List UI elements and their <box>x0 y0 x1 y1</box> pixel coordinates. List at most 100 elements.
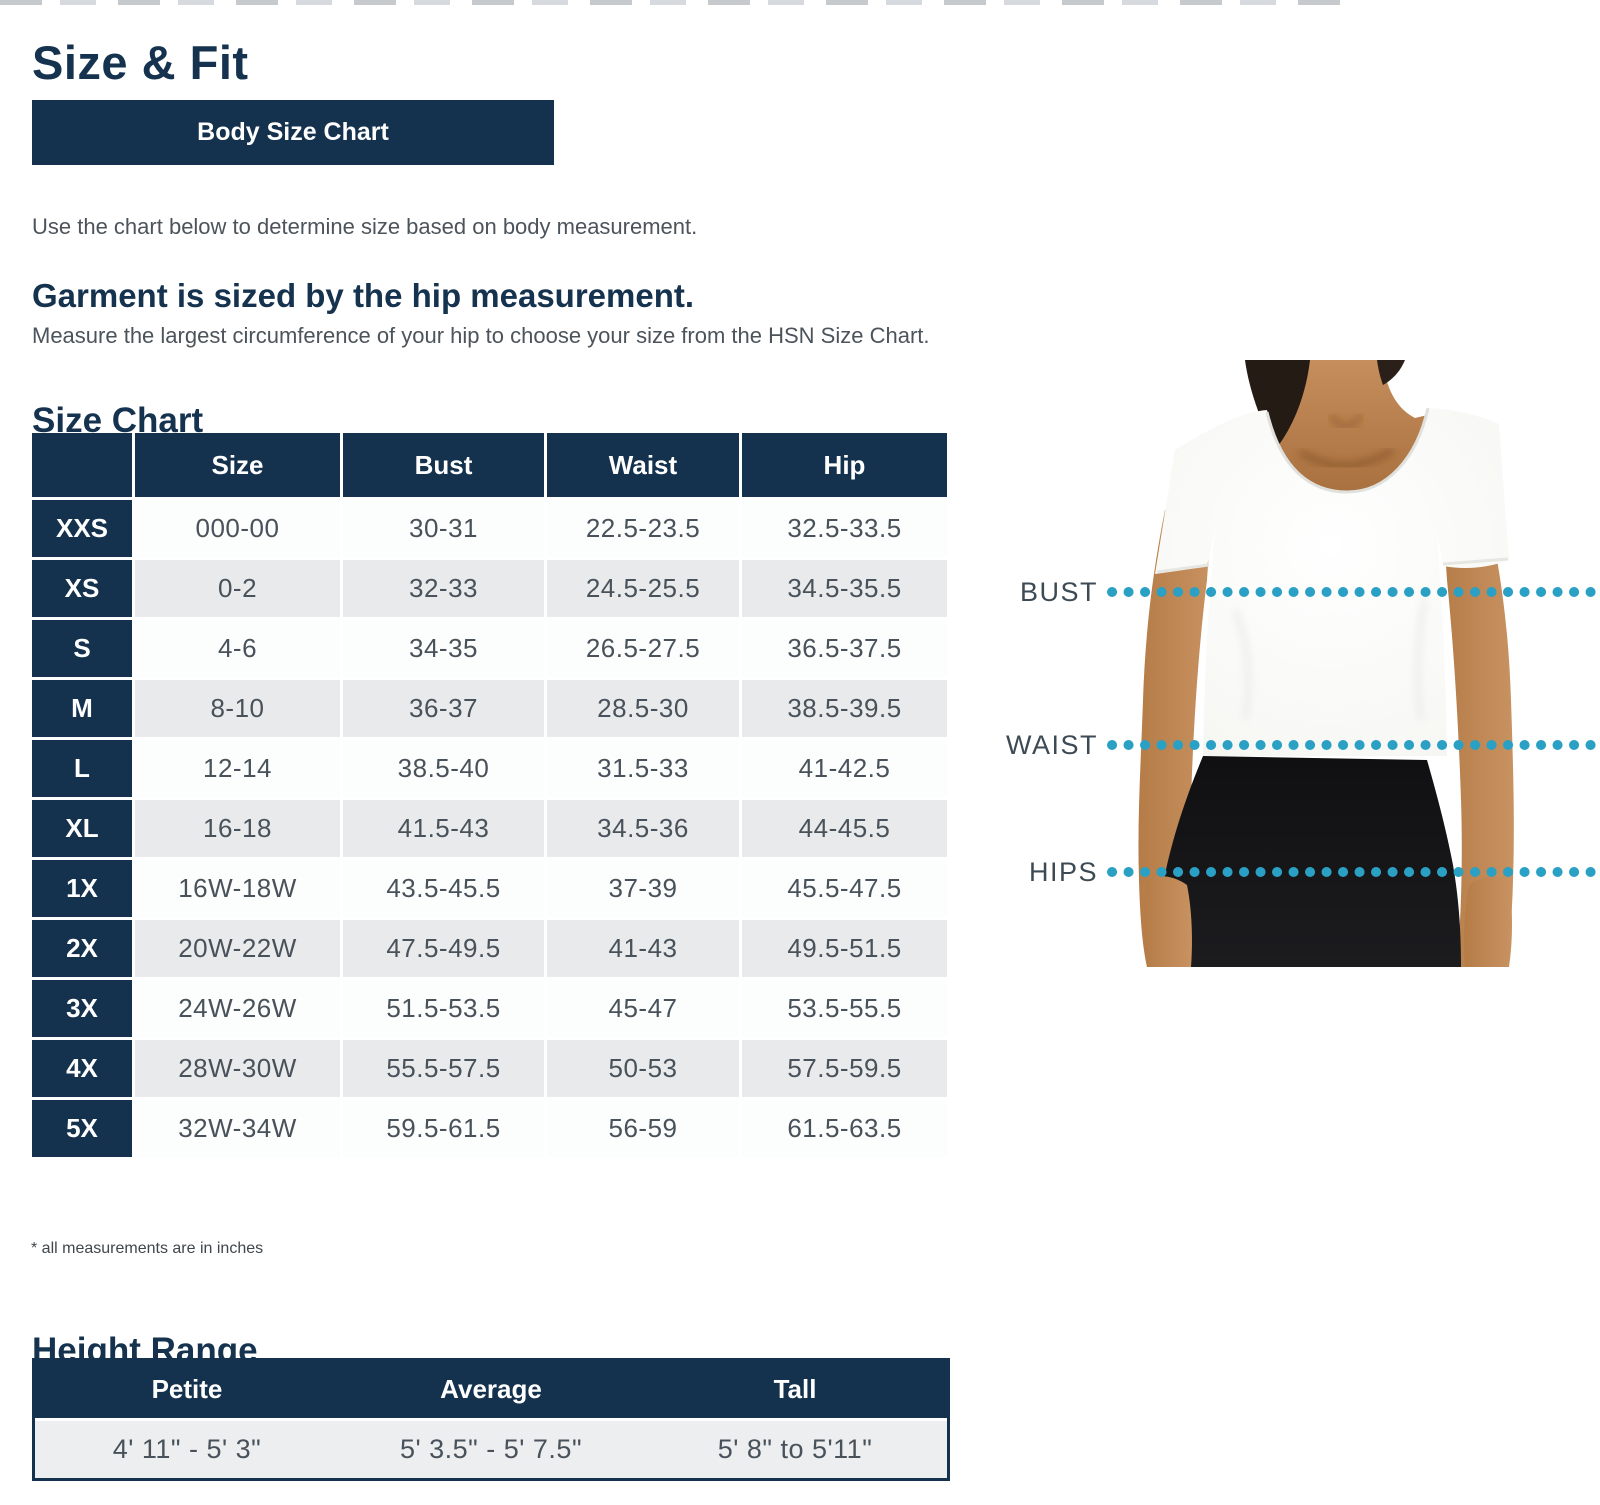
column-header: Size <box>135 433 340 497</box>
table-row: S 4-6 34-35 26.5-27.5 36.5-37.5 <box>32 620 947 677</box>
size-cell: 20W-22W <box>135 920 340 977</box>
bust-cell: 51.5-53.5 <box>343 980 544 1037</box>
bust-label: BUST <box>1019 577 1098 607</box>
hip-cell: 34.5-35.5 <box>742 560 947 617</box>
waist-cell: 37-39 <box>547 860 739 917</box>
pants <box>1155 756 1461 967</box>
bust-cell: 55.5-57.5 <box>343 1040 544 1097</box>
size-label-cell: XXS <box>32 500 132 557</box>
table-row: XXS 000-00 30-31 22.5-23.5 32.5-33.5 <box>32 500 947 557</box>
right-hand <box>1464 876 1512 967</box>
size-cell: 32W-34W <box>135 1100 340 1157</box>
waist-cell: 45-47 <box>547 980 739 1037</box>
bust-cell: 38.5-40 <box>343 740 544 797</box>
size-cell: 16-18 <box>135 800 340 857</box>
bust-cell: 30-31 <box>343 500 544 557</box>
hip-cell: 49.5-51.5 <box>742 920 947 977</box>
hip-cell: 53.5-55.5 <box>742 980 947 1037</box>
waist-cell: 31.5-33 <box>547 740 739 797</box>
height-range-table: Petite Average Tall 4' 11" - 5' 3" 5' 3.5" … <box>32 1358 950 1481</box>
size-label-cell: XS <box>32 560 132 617</box>
waist-cell: 41-43 <box>547 920 739 977</box>
size-label-cell: 5X <box>32 1100 132 1157</box>
waist-cell: 22.5-23.5 <box>547 500 739 557</box>
bust-cell: 32-33 <box>343 560 544 617</box>
size-cell: 12-14 <box>135 740 340 797</box>
height-column-header: Petite <box>151 1374 223 1404</box>
left-arm <box>1138 510 1213 967</box>
hair-tuft <box>1377 360 1405 385</box>
height-header-row: Petite Average Tall <box>35 1361 947 1418</box>
table-row: 1X 16W-18W 43.5-45.5 37-39 45.5-47.5 <box>32 860 947 917</box>
height-value-cell: 5' 8" to 5'11" <box>717 1434 873 1464</box>
table-row: XL 16-18 41.5-43 34.5-36 44-45.5 <box>32 800 947 857</box>
table-row: 5X 32W-34W 59.5-61.5 56-59 61.5-63.5 <box>32 1100 947 1157</box>
waist-cell: 24.5-25.5 <box>547 560 739 617</box>
height-column-header: Average <box>440 1374 542 1404</box>
bust-cell: 59.5-61.5 <box>343 1100 544 1157</box>
bust-cell: 34-35 <box>343 620 544 677</box>
bust-cell: 47.5-49.5 <box>343 920 544 977</box>
hip-cell: 38.5-39.5 <box>742 680 947 737</box>
size-cell: 8-10 <box>135 680 340 737</box>
cropped-content-artifact <box>0 0 1350 5</box>
column-header: Waist <box>547 433 739 497</box>
size-table-body: XXS 000-00 30-31 22.5-23.5 32.5-33.5 XS 0-2 32-… <box>32 500 947 1157</box>
fit-model-photo <box>1095 360 1600 967</box>
measurements-footnote: * all measurements are in inches <box>31 1240 264 1257</box>
height-value-cell: 5' 3.5" - 5' 7.5" <box>399 1434 583 1464</box>
size-label-cell: 3X <box>32 980 132 1037</box>
waist-cell: 26.5-27.5 <box>547 620 739 677</box>
hip-cell: 32.5-33.5 <box>742 500 947 557</box>
table-row: 2X 20W-22W 47.5-49.5 41-43 49.5-51.5 <box>32 920 947 977</box>
size-label-cell: 2X <box>32 920 132 977</box>
table-row: XS 0-2 32-33 24.5-25.5 34.5-35.5 <box>32 560 947 617</box>
table-row: 3X 24W-26W 51.5-53.5 45-47 53.5-55.5 <box>32 980 947 1037</box>
table-row: M 8-10 36-37 28.5-30 38.5-39.5 <box>32 680 947 737</box>
measure-instruction: Measure the largest circumference of you… <box>32 323 930 348</box>
size-cell: 0-2 <box>135 560 340 617</box>
page-title: Size & Fit <box>32 36 249 90</box>
intro-text: Use the chart below to determine size ba… <box>32 214 698 239</box>
table-row: 4X 28W-30W 55.5-57.5 50-53 57.5-59.5 <box>32 1040 947 1097</box>
hip-cell: 44-45.5 <box>742 800 947 857</box>
garment-sizing-heading: Garment is sized by the hip measurement. <box>32 277 695 315</box>
size-label-cell: XL <box>32 800 132 857</box>
size-label-cell: S <box>32 620 132 677</box>
waist-cell: 34.5-36 <box>547 800 739 857</box>
bust-cell: 43.5-45.5 <box>343 860 544 917</box>
column-header: Bust <box>343 433 544 497</box>
height-table-divider <box>35 1418 947 1421</box>
body-size-chart-tab[interactable]: Body Size Chart <box>32 100 554 165</box>
size-label-cell: 4X <box>32 1040 132 1097</box>
bust-cell: 41.5-43 <box>343 800 544 857</box>
hip-cell: 36.5-37.5 <box>742 620 947 677</box>
size-cell: 24W-26W <box>135 980 340 1037</box>
waist-label: WAIST <box>1006 730 1098 760</box>
height-value-row: 4' 11" - 5' 3" 5' 3.5" - 5' 7.5" 5' 8" to … <box>35 1421 947 1478</box>
bust-cell: 36-37 <box>343 680 544 737</box>
size-label-cell: L <box>32 740 132 797</box>
hips-label: HIPS <box>1028 857 1098 887</box>
size-cell: 000-00 <box>135 500 340 557</box>
left-hand <box>1144 876 1192 967</box>
waist-cell: 50-53 <box>547 1040 739 1097</box>
right-arm <box>1441 510 1514 967</box>
table-row: L 12-14 38.5-40 31.5-33 41-42.5 <box>32 740 947 797</box>
height-value-cell: 4' 11" - 5' 3" <box>112 1434 262 1464</box>
size-cell: 16W-18W <box>135 860 340 917</box>
hair <box>1245 360 1310 450</box>
size-cell: 28W-30W <box>135 1040 340 1097</box>
size-label-cell: M <box>32 680 132 737</box>
hip-cell: 41-42.5 <box>742 740 947 797</box>
model-illustration <box>1107 360 1597 967</box>
size-label-cell: 1X <box>32 860 132 917</box>
waist-cell: 28.5-30 <box>547 680 739 737</box>
size-table-header-row: Size Bust Waist Hip <box>32 433 947 497</box>
size-cell: 4-6 <box>135 620 340 677</box>
hip-cell: 57.5-59.5 <box>742 1040 947 1097</box>
column-header <box>32 433 132 497</box>
waist-cell: 56-59 <box>547 1100 739 1157</box>
height-column-header: Tall <box>773 1374 817 1404</box>
